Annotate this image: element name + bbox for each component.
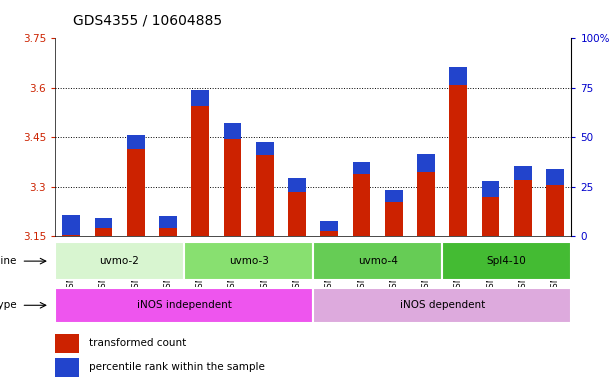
Bar: [184, 242, 313, 280]
Bar: [159, 228, 177, 236]
Bar: [95, 228, 112, 236]
Bar: [256, 156, 274, 236]
Bar: [62, 215, 80, 235]
Bar: [450, 84, 467, 236]
Text: Spl4-10: Spl4-10: [487, 256, 527, 266]
Bar: [55, 358, 79, 377]
Bar: [320, 221, 338, 231]
Text: uvmo-2: uvmo-2: [100, 256, 139, 266]
Bar: [288, 192, 306, 236]
Text: cell line: cell line: [0, 256, 16, 266]
Bar: [55, 288, 313, 323]
Text: iNOS independent: iNOS independent: [137, 300, 232, 310]
Bar: [127, 135, 145, 149]
Bar: [417, 154, 435, 172]
Bar: [191, 90, 209, 106]
Bar: [385, 202, 403, 236]
Bar: [320, 231, 338, 236]
Text: iNOS dependent: iNOS dependent: [400, 300, 485, 310]
Bar: [481, 181, 499, 197]
Bar: [224, 139, 241, 236]
Bar: [95, 218, 112, 228]
Text: percentile rank within the sample: percentile rank within the sample: [89, 362, 265, 372]
Bar: [256, 142, 274, 156]
Bar: [442, 242, 571, 280]
Bar: [546, 185, 564, 236]
Text: transformed count: transformed count: [89, 338, 186, 348]
Bar: [514, 166, 532, 180]
Bar: [55, 334, 79, 353]
Bar: [224, 123, 241, 139]
Bar: [450, 67, 467, 84]
Bar: [313, 242, 442, 280]
Bar: [55, 242, 184, 280]
Bar: [159, 216, 177, 228]
Text: cell type: cell type: [0, 300, 16, 310]
Bar: [481, 197, 499, 236]
Bar: [313, 288, 571, 323]
Bar: [353, 174, 370, 236]
Text: GDS4355 / 10604885: GDS4355 / 10604885: [73, 13, 222, 27]
Bar: [353, 162, 370, 174]
Bar: [514, 180, 532, 236]
Bar: [385, 190, 403, 202]
Bar: [288, 178, 306, 192]
Bar: [127, 149, 145, 236]
Text: uvmo-3: uvmo-3: [229, 256, 269, 266]
Bar: [191, 106, 209, 236]
Bar: [546, 169, 564, 185]
Bar: [417, 172, 435, 236]
Text: uvmo-4: uvmo-4: [357, 256, 398, 266]
Bar: [62, 235, 80, 236]
